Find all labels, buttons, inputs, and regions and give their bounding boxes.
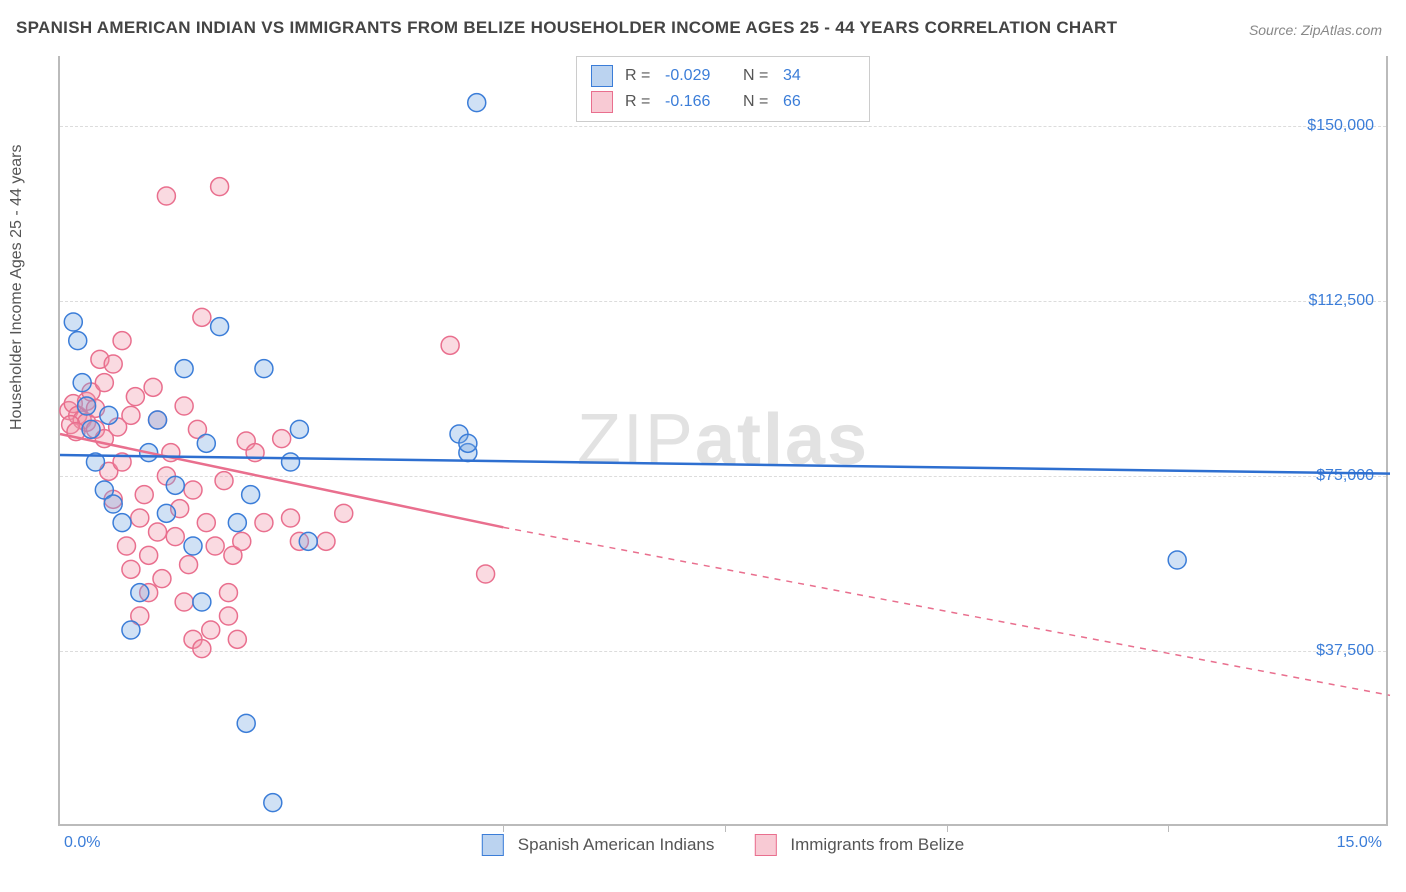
n-label: N =: [743, 93, 777, 111]
r-value-blue: -0.029: [665, 67, 737, 85]
correlation-legend: R = -0.029 N = 34 R = -0.166 N = 66: [576, 56, 870, 122]
source-attribution: Source: ZipAtlas.com: [1249, 22, 1382, 38]
legend-swatch-blue: [591, 65, 613, 87]
x-tick-label-max: 15.0%: [1337, 834, 1382, 852]
r-label: R =: [625, 93, 659, 111]
series-label-blue: Spanish American Indians: [518, 835, 715, 855]
n-value-blue: 34: [783, 67, 855, 85]
series-legend-item-blue: Spanish American Indians: [482, 834, 715, 856]
series-legend-item-pink: Immigrants from Belize: [754, 834, 964, 856]
legend-swatch-pink: [754, 834, 776, 856]
series-legend: Spanish American Indians Immigrants from…: [482, 834, 964, 856]
legend-swatch-pink: [591, 91, 613, 113]
scatter-plot-svg: [60, 56, 1386, 824]
x-tick-label-min: 0.0%: [64, 834, 100, 852]
r-value-pink: -0.166: [665, 93, 737, 111]
series-label-pink: Immigrants from Belize: [790, 835, 964, 855]
correlation-legend-row-blue: R = -0.029 N = 34: [591, 63, 855, 89]
plot-area: $37,500$75,000$112,500$150,000 ZIPatlas …: [58, 56, 1388, 826]
n-label: N =: [743, 67, 777, 85]
y-axis-label: Householder Income Ages 25 - 44 years: [8, 145, 26, 431]
r-label: R =: [625, 67, 659, 85]
legend-swatch-blue: [482, 834, 504, 856]
correlation-legend-row-pink: R = -0.166 N = 66: [591, 89, 855, 115]
chart-title: SPANISH AMERICAN INDIAN VS IMMIGRANTS FR…: [16, 18, 1117, 38]
n-value-pink: 66: [783, 93, 855, 111]
